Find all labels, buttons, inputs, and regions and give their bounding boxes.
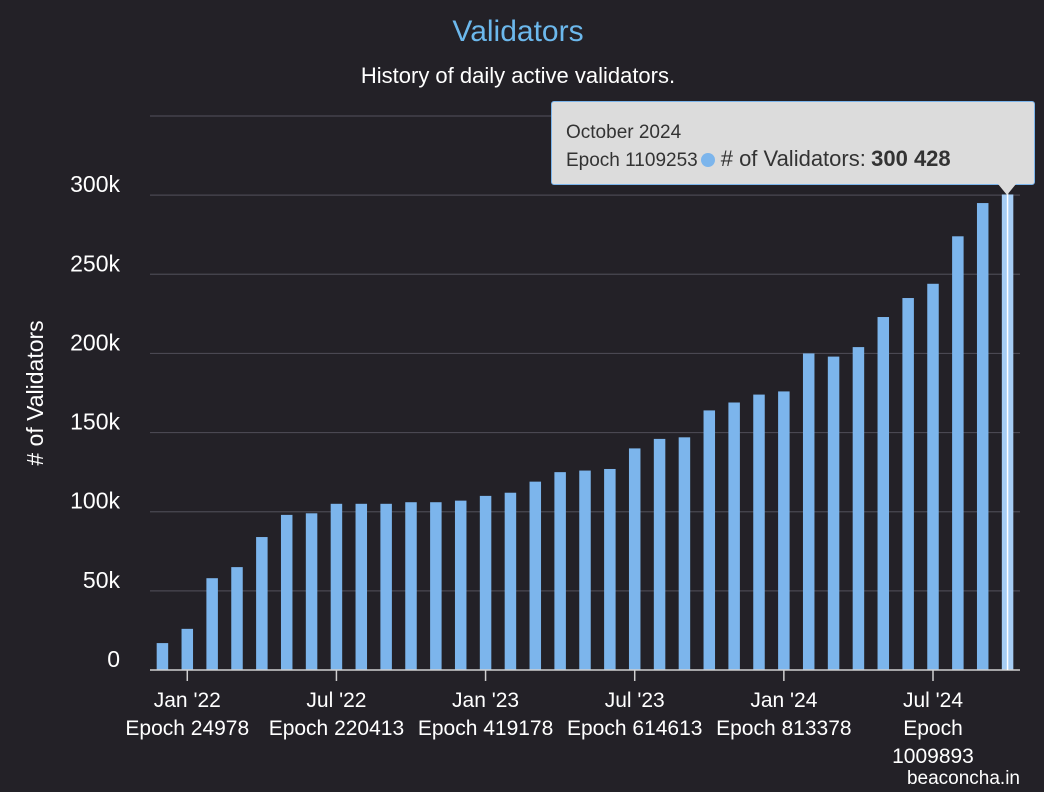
bar[interactable]: [156, 643, 169, 670]
y-gridlines: [150, 115, 1020, 592]
bar[interactable]: [604, 468, 616, 670]
bar[interactable]: [976, 203, 989, 671]
tooltip-value: 300 428: [871, 146, 951, 171]
x-axis: Jan '22 Epoch 24978 Jul '22 Epoch 220413 Jan…: [125, 669, 1020, 768]
bar[interactable]: [827, 356, 840, 670]
bar[interactable]: [454, 500, 467, 670]
bar[interactable]: [430, 502, 442, 670]
chart-title: Validators: [452, 15, 583, 48]
x-tick-label: Epoch 419178: [418, 717, 553, 740]
y-tick-label: 0: [107, 646, 120, 672]
bar[interactable]: [504, 492, 517, 670]
x-tick-label: Epoch 813378: [716, 717, 851, 740]
bar[interactable]: [802, 353, 815, 670]
bar[interactable]: [628, 448, 641, 670]
x-tick-label: Jul '24: [903, 689, 963, 712]
y-tick-label: 200k: [70, 329, 120, 355]
x-tick-label: Jan '23: [452, 689, 519, 712]
bar[interactable]: [902, 298, 914, 670]
bar[interactable]: [579, 470, 591, 670]
x-tick-label: Jul '23: [605, 689, 665, 712]
hover-tooltip: October 2024 Epoch 1109253 # of Validator…: [551, 101, 1035, 195]
bar[interactable]: [280, 514, 293, 670]
chart-subtitle: History of daily active validators.: [361, 63, 675, 88]
x-tick-label: Epoch 220413: [269, 717, 404, 740]
tooltip-epoch: Epoch 1109253: [566, 150, 698, 171]
y-tick-label: 50k: [83, 567, 121, 593]
source-credit[interactable]: beaconcha.in: [906, 768, 1020, 789]
bar[interactable]: [231, 567, 243, 670]
bar[interactable]: [703, 410, 716, 670]
bar[interactable]: [479, 495, 492, 670]
bar[interactable]: [330, 503, 343, 670]
bar[interactable]: [405, 502, 417, 670]
y-tick-label: 300k: [70, 171, 120, 197]
bar[interactable]: [305, 513, 318, 670]
tooltip-month: October 2024: [566, 122, 682, 143]
bar[interactable]: [554, 472, 566, 670]
x-tick-label: Jul '22: [306, 689, 366, 712]
y-axis-title: # of Validators: [22, 320, 48, 465]
series-dot-icon: [700, 153, 715, 167]
bar[interactable]: [206, 578, 218, 670]
bar[interactable]: [952, 236, 964, 670]
x-tick-label: 1009893: [892, 745, 974, 768]
y-tick-label: 250k: [70, 250, 120, 276]
bar[interactable]: [355, 503, 368, 670]
tooltip-series-label: # of Validators:: [720, 146, 866, 171]
bar[interactable]: [753, 394, 765, 670]
y-tick-label: 100k: [70, 488, 120, 514]
x-tick-label: Epoch 24978: [125, 717, 249, 740]
x-tick-label: Epoch: [903, 717, 963, 740]
bar[interactable]: [927, 283, 939, 670]
bar[interactable]: [653, 438, 666, 670]
bar[interactable]: [728, 402, 740, 670]
x-tick-label: Jan '22: [154, 689, 221, 712]
bar-series: [156, 194, 1014, 671]
y-axis-ticks: 0 50k 100k 150k 200k 250k 300k: [70, 171, 120, 672]
y-tick-label: 150k: [70, 409, 120, 435]
bar[interactable]: [380, 503, 392, 670]
bar[interactable]: [256, 537, 268, 670]
bar[interactable]: [852, 347, 865, 670]
bar[interactable]: [181, 628, 194, 670]
x-tick-label: Epoch 614613: [567, 717, 702, 740]
x-tick-label: Jan '24: [750, 689, 817, 712]
bar[interactable]: [778, 391, 790, 670]
bar[interactable]: [529, 481, 542, 670]
bar[interactable]: [877, 317, 890, 670]
bar[interactable]: [678, 437, 691, 670]
tooltip-row: Epoch 1109253 # of Validators: 300 428: [566, 146, 951, 172]
